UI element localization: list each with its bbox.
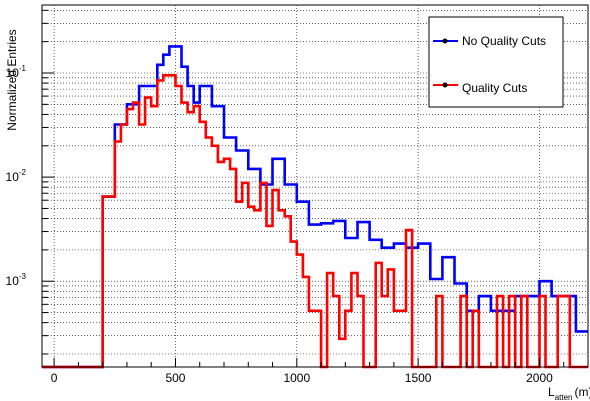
legend-marker (442, 38, 448, 44)
legend-marker (442, 82, 448, 88)
legend-label-no-quality-cuts: No Quality Cuts (462, 34, 546, 48)
y-tick-exponent: -3 (19, 272, 27, 281)
legend-label-quality-cuts: Quality Cuts (462, 81, 527, 95)
x-tick-label: 1500 (405, 371, 432, 385)
legend-entry-quality-cuts: Quality Cuts (433, 81, 527, 95)
x-axis-label: Latten(m) (548, 385, 590, 401)
legend-entry-no-quality-cuts: No Quality Cuts (433, 34, 546, 48)
legend-box (428, 16, 564, 108)
x-tick-label: 2000 (526, 371, 553, 385)
x-tick-label: 1000 (283, 371, 310, 385)
x-axis-label-sub: atten (555, 393, 573, 401)
x-tick-label: 500 (165, 371, 185, 385)
x-tick-label: 0 (51, 371, 58, 385)
y-axis-label: Normalized Entries (5, 29, 19, 130)
plot-frame (41, 4, 589, 368)
x-axis-label-unit: (m) (574, 385, 590, 399)
x-axis-label-main: L (548, 385, 555, 399)
series-layer (42, 45, 588, 369)
series-line-0 (42, 45, 588, 369)
series-line-1 (42, 74, 588, 369)
grid (42, 5, 588, 367)
y-tick-exponent: -2 (19, 168, 27, 177)
y-tick-exponent: -1 (19, 64, 27, 73)
x-ticks: 0 500 1000 1500 2000 (51, 358, 589, 385)
legend: No Quality Cuts Quality Cuts (428, 16, 564, 108)
